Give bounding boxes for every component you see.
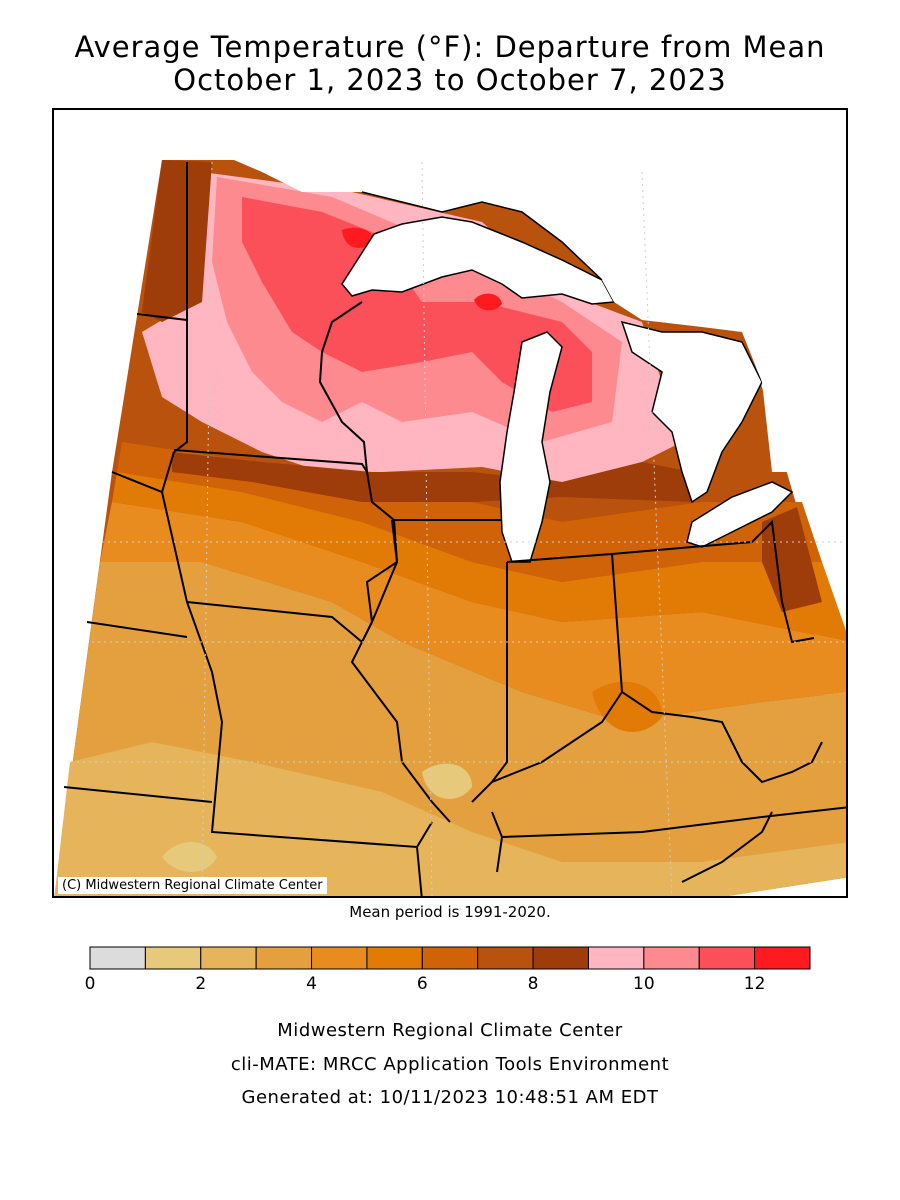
legend-bin-0-1: [89, 946, 146, 970]
band-5-6-ohio-spot: [592, 681, 662, 732]
canada-area: [234, 110, 846, 491]
credit-organization: Midwestern Regional Climate Center: [277, 1020, 623, 1041]
map-copyright: (C) Midwestern Regional Climate Center: [58, 877, 327, 894]
state-borders: [63, 162, 846, 896]
legend-bin-7-8: [477, 946, 534, 970]
legend-bin-10-11: [643, 946, 700, 970]
lake-erie: [686, 481, 794, 548]
legend-ticks: 0 2 4 6 8 10 12: [85, 974, 766, 994]
legend-tick-label: 0: [85, 974, 96, 994]
band-8-9-northeast: [762, 507, 822, 612]
legend-bin-9-10: [587, 946, 645, 970]
band-2-3-south: [54, 742, 846, 896]
legend-bin-11-12: [698, 946, 756, 970]
lake-superior: [341, 216, 616, 305]
map-title-line2: October 1, 2023 to October 7, 2023: [173, 63, 727, 97]
legend-tick-label: 6: [417, 974, 428, 994]
legend-bin-12-13: [754, 946, 811, 970]
credit-tool: cli-MATE: MRCC Application Tools Environ…: [230, 1054, 670, 1075]
band-5-6: [112, 472, 846, 642]
legend-bin-6-7: [421, 946, 479, 970]
legend-bin-2-3: [200, 946, 257, 970]
map-panel: (C) Midwestern Regional Climate Center: [52, 108, 848, 898]
legend-bins: [89, 946, 811, 970]
band-9-10-spot: [224, 387, 245, 409]
legend-tick-label: 4: [306, 974, 317, 994]
temperature-departure-map: [54, 110, 846, 896]
color-legend: 0 2 4 6 8 10 12: [85, 946, 811, 994]
legend-bin-1-2: [144, 946, 202, 970]
lake-huron: [620, 320, 763, 504]
graticule: [77, 161, 846, 896]
canada-shoreline: [361, 191, 603, 281]
band-11-12: [242, 197, 592, 412]
legend-bin-4-5: [311, 946, 368, 970]
band-4-5: [100, 502, 846, 722]
band-12-13-north: [342, 227, 374, 248]
band-8-9-northwest: [142, 160, 212, 322]
band-8-9-central: [172, 452, 692, 502]
legend-tick-label: 8: [528, 974, 539, 994]
legend-bin-3-4: [255, 946, 313, 970]
band-1-2-southwest-spot: [162, 842, 217, 872]
band-12-13-up: [474, 293, 502, 311]
legend-tick-label: 10: [633, 974, 655, 994]
band-1-2-indiana-spot: [422, 763, 472, 799]
map-title-line1: Average Temperature (°F): Departure from…: [74, 30, 826, 64]
credit-generated-at: Generated at: 10/11/2023 10:48:51 AM EDT: [241, 1087, 659, 1108]
legend-bin-5-6: [366, 946, 423, 970]
mean-period-note: Mean period is 1991-2020.: [349, 903, 551, 921]
legend-tick-label: 12: [744, 974, 766, 994]
legend-tick-label: 2: [195, 974, 206, 994]
legend-bin-8-9: [532, 946, 589, 970]
